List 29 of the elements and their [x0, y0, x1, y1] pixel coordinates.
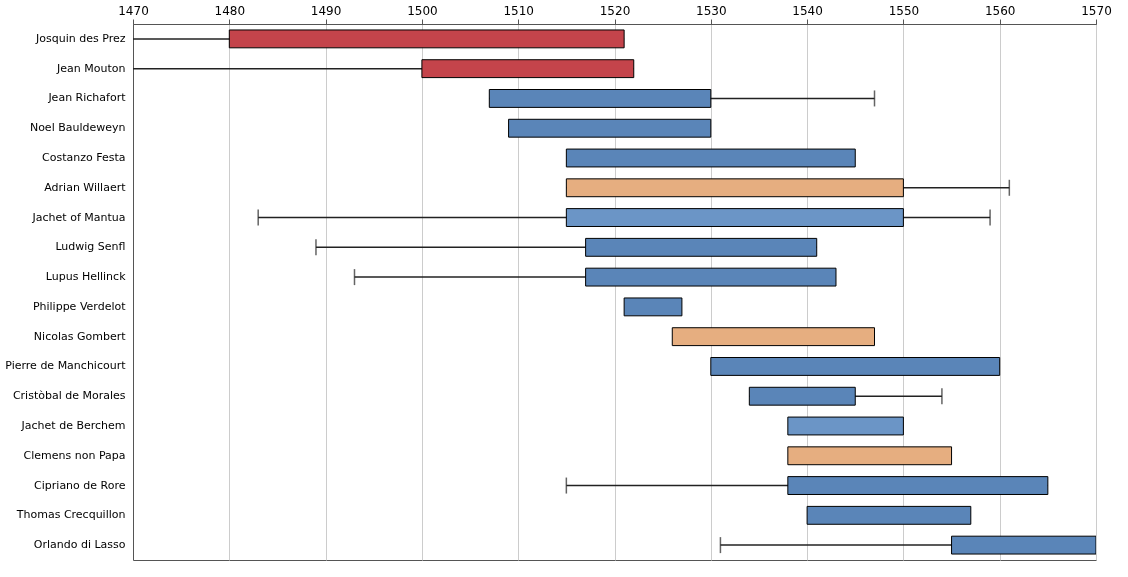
y-tick-label: Thomas Crecquillon: [15, 508, 126, 522]
x-tick-label: 1510: [503, 3, 534, 18]
y-tick-label: Cipriano de Rore: [34, 478, 126, 492]
y-tick-label: Jean Mouton: [56, 61, 126, 75]
x-tick-label: 1490: [310, 3, 342, 18]
x-tick-label: 1500: [407, 3, 438, 18]
x-tick-label: 1560: [984, 3, 1016, 18]
y-tick-label: Jachet de Berchem: [20, 419, 126, 432]
x-tick-label: 1470: [118, 3, 149, 18]
x-tick-label: 1480: [214, 3, 246, 18]
x-tick-label: 1540: [792, 3, 823, 18]
y-tick-label: Josquin des Prez: [35, 31, 126, 45]
y-tick-label: Clemens non Papa: [23, 448, 126, 462]
y-tick-label: Adrian Willaert: [44, 180, 127, 194]
y-tick-label: Jachet of Mantua: [31, 210, 126, 224]
x-tick-label: 1570: [1081, 3, 1112, 18]
y-tick-label: Jean Richafort: [47, 91, 127, 105]
y-tick-label: Nicolas Gombert: [33, 329, 127, 343]
x-tick-label: 1530: [696, 3, 727, 18]
y-tick-label: Philippe Verdelot: [32, 299, 127, 313]
y-tick-label: Costanzo Festa: [42, 151, 126, 164]
y-tick-label: Pierre de Manchicourt: [5, 359, 127, 373]
y-tick-label: Cristòbal de Morales: [12, 389, 126, 403]
x-tick-label: 1550: [888, 3, 920, 18]
y-tick-label: Lupus Hellinck: [45, 270, 127, 284]
y-tick-label: Noel Bauldeweyn: [29, 121, 126, 135]
y-tick-label: Ludwig Senfl: [55, 240, 126, 254]
x-tick-label: 1520: [599, 3, 631, 18]
y-tick-label: Orlando di Lasso: [33, 538, 126, 552]
